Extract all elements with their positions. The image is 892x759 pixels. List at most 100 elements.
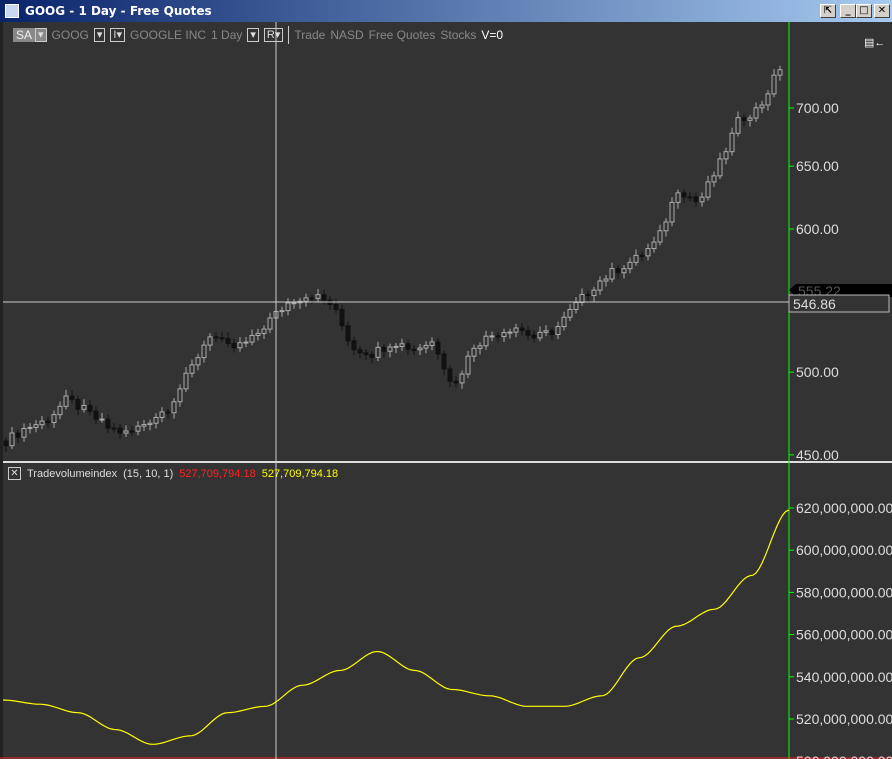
candle-body <box>81 404 87 410</box>
candle-body <box>753 107 759 119</box>
candle-body <box>579 293 585 303</box>
candle-body <box>99 418 105 421</box>
candle-body <box>633 254 639 263</box>
candle-body <box>465 355 471 375</box>
candle-body <box>87 404 93 412</box>
candle-body <box>681 192 687 198</box>
candle-body <box>345 325 351 342</box>
sa-dropdown[interactable]: ▾ <box>35 28 47 42</box>
candle-body <box>519 327 525 331</box>
candle-body <box>429 341 435 346</box>
candle-body <box>423 344 429 349</box>
candle-body <box>561 316 567 328</box>
candle-body <box>321 294 327 301</box>
period-dropdown[interactable]: ▾ <box>247 28 259 42</box>
candle-body <box>309 297 315 300</box>
candle-body <box>663 221 669 232</box>
candle-body <box>45 420 51 424</box>
indicator-axis-label: 500,000,000.00 <box>796 753 892 759</box>
candle-body <box>765 93 771 106</box>
candle-body <box>543 330 549 333</box>
indicator-axis-label: 540,000,000.00 <box>796 669 892 685</box>
candle-body <box>261 328 267 334</box>
candle-body <box>207 336 213 346</box>
candle-body <box>759 104 765 109</box>
candle-body <box>231 342 237 349</box>
candle-body <box>459 373 465 384</box>
candle-body <box>153 416 159 424</box>
candle-body <box>453 380 459 384</box>
candle-body <box>171 401 177 414</box>
crosshair-price-box <box>788 294 890 313</box>
candle-body <box>39 420 45 426</box>
chart-area[interactable] <box>0 22 892 759</box>
candle-body <box>315 294 321 299</box>
info-feed: Free Quotes <box>368 28 436 42</box>
candle-body <box>603 278 609 282</box>
candle-body <box>177 388 183 403</box>
volume-label: V=0 <box>481 28 504 42</box>
candle-body <box>285 302 291 312</box>
candle-body <box>219 337 225 340</box>
candle-body <box>573 301 579 310</box>
candle-body <box>165 411 171 414</box>
close-button[interactable]: ✕ <box>874 4 890 18</box>
candle-body <box>435 341 441 355</box>
interval-dropdown[interactable]: I▾ <box>110 28 126 42</box>
candle-body <box>279 310 285 313</box>
candle-body <box>93 410 99 420</box>
candle-body <box>735 117 741 134</box>
candle-body <box>75 398 81 410</box>
panel-menu-icon[interactable]: ▤← <box>864 37 886 49</box>
indicator-name: Tradevolumeindex <box>27 467 118 480</box>
candle-body <box>33 424 39 428</box>
r-dropdown[interactable]: R▾ <box>263 28 284 42</box>
candle-body <box>123 430 129 434</box>
candle-body <box>201 344 207 359</box>
candle-body <box>501 332 507 338</box>
candle-body <box>381 346 387 352</box>
candle-body <box>9 432 15 447</box>
maximize-button[interactable]: □ <box>856 4 872 18</box>
candle-body <box>213 336 219 339</box>
candle-body <box>567 308 573 318</box>
candle-body <box>729 132 735 153</box>
candle-body <box>591 289 597 297</box>
candle-body <box>405 343 411 350</box>
candle-body <box>531 334 537 339</box>
detach-button[interactable]: ⇱ <box>820 4 836 18</box>
candle-body <box>387 346 393 352</box>
candle-body <box>369 354 375 358</box>
toolbar-divider <box>288 26 290 44</box>
candle-body <box>63 395 69 407</box>
candle-body <box>609 268 615 280</box>
symbol-label[interactable]: GOOG <box>51 28 89 42</box>
candle-body <box>51 414 57 424</box>
indicator-axis-label: 620,000,000.00 <box>796 500 892 516</box>
candle-body <box>741 117 747 121</box>
title-bar: GOOG - 1 Day - Free Quotes ⇱ _ □ ✕ <box>0 0 892 22</box>
info-exchange: NASD <box>330 28 364 42</box>
symbol-dropdown[interactable]: ▾ <box>93 28 106 42</box>
candle-body <box>723 151 729 160</box>
close-indicator-icon[interactable]: ✕ <box>8 467 21 480</box>
candle-body <box>675 192 681 203</box>
window-title: GOOG - 1 Day - Free Quotes <box>25 4 212 18</box>
candle-body <box>477 345 483 349</box>
app-icon <box>5 4 19 18</box>
chart-toolbar: SA ▾ GOOG ▾ I▾ GOOGLE INC 1 Day ▾ R▾ Trad… <box>13 26 503 44</box>
candle-body <box>375 346 381 358</box>
candle-body <box>705 181 711 198</box>
candle-body <box>549 330 555 335</box>
candle-body <box>627 261 633 270</box>
indicator-axis-label: 600,000,000.00 <box>796 542 892 558</box>
indicator-axis-label: 560,000,000.00 <box>796 627 892 643</box>
indicator-axis-label: 520,000,000.00 <box>796 711 892 727</box>
candle-body <box>615 268 621 274</box>
minimize-button[interactable]: _ <box>840 4 856 18</box>
sa-button[interactable]: SA <box>13 28 36 42</box>
indicator-value-yellow: 527,709,794.18 <box>261 467 339 480</box>
candle-body <box>489 335 495 338</box>
candle-body <box>27 426 33 429</box>
